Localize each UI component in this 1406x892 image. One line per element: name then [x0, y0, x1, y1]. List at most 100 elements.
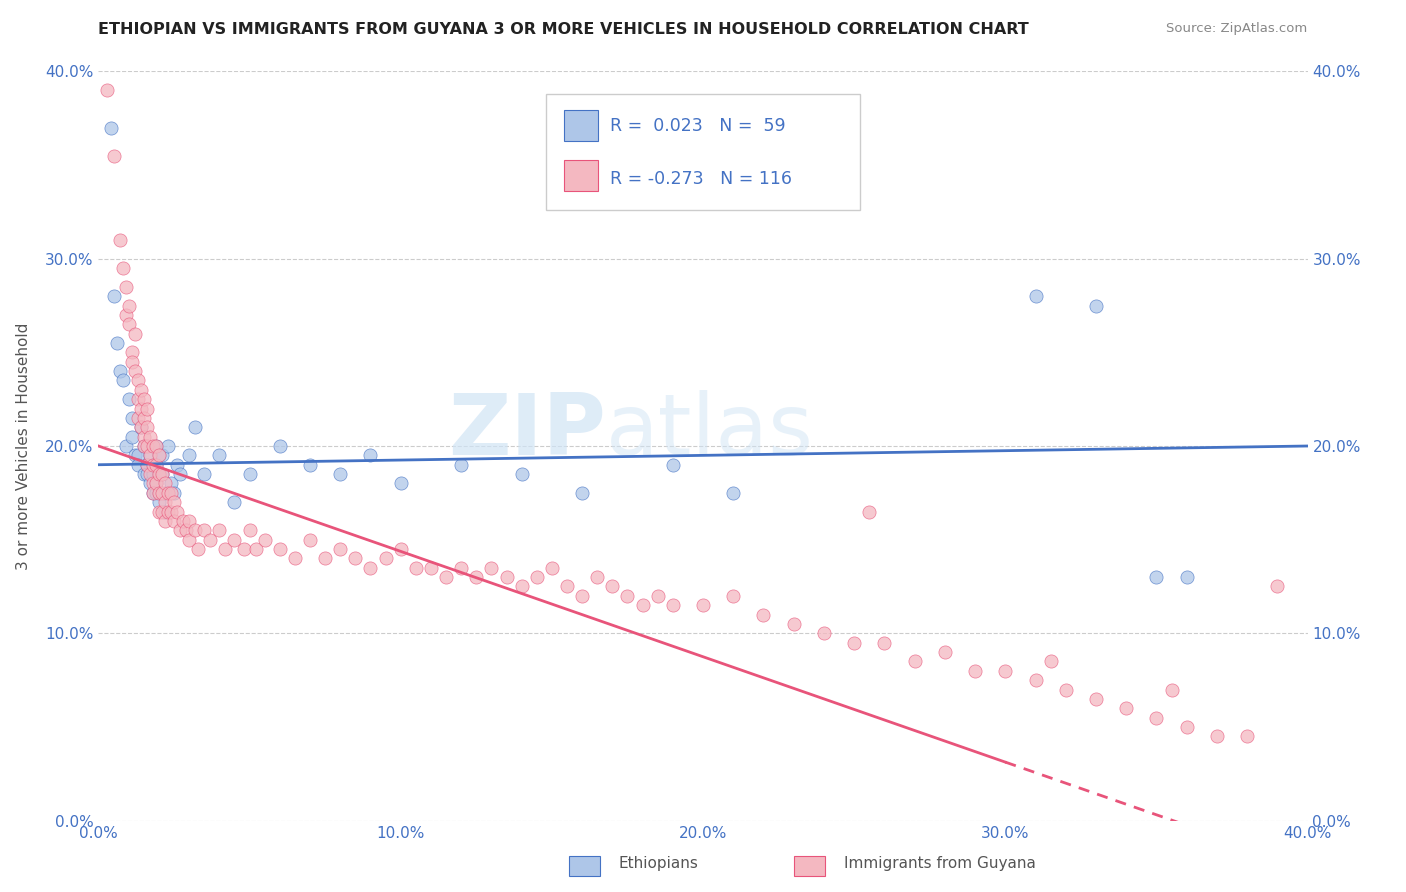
Text: Ethiopians: Ethiopians — [619, 856, 699, 871]
Point — [135, 439, 157, 453]
Point — [132, 392, 155, 407]
Point — [127, 374, 149, 388]
Point — [114, 280, 136, 294]
Point — [232, 542, 254, 557]
Point — [314, 551, 336, 566]
Point — [631, 599, 654, 613]
Point — [374, 551, 396, 566]
Point — [284, 551, 307, 566]
Point — [844, 635, 866, 649]
Point — [253, 533, 276, 547]
Text: Source: ZipAtlas.com: Source: ZipAtlas.com — [1167, 22, 1308, 36]
Point — [389, 542, 412, 557]
Point — [135, 467, 157, 482]
Point — [1175, 720, 1198, 734]
Point — [145, 439, 167, 453]
Point — [100, 120, 122, 135]
Point — [510, 580, 533, 594]
Point — [160, 476, 183, 491]
Point — [142, 476, 165, 491]
Text: R = -0.273   N = 116: R = -0.273 N = 116 — [610, 169, 792, 187]
Point — [1085, 298, 1108, 313]
Point — [239, 467, 262, 482]
Point — [148, 486, 170, 500]
Point — [813, 626, 835, 640]
Point — [208, 449, 231, 463]
Point — [103, 149, 125, 163]
Point — [127, 458, 149, 472]
Point — [153, 514, 176, 528]
Point — [153, 486, 176, 500]
Point — [329, 542, 352, 557]
Point — [135, 420, 157, 434]
Point — [118, 298, 141, 313]
Point — [481, 561, 503, 575]
Point — [858, 505, 880, 519]
Point — [121, 345, 143, 359]
Point — [148, 467, 170, 482]
Point — [127, 411, 149, 425]
Point — [142, 458, 165, 472]
Point — [166, 458, 188, 472]
Point — [1039, 655, 1062, 669]
Point — [132, 430, 155, 444]
Point — [1236, 730, 1258, 744]
Point — [142, 458, 165, 472]
Point — [163, 514, 186, 528]
Point — [148, 505, 170, 519]
Point — [166, 505, 188, 519]
Point — [179, 449, 201, 463]
Point — [142, 467, 165, 482]
Point — [163, 486, 186, 500]
Point — [148, 467, 170, 482]
Point — [156, 486, 179, 500]
Point — [465, 570, 488, 584]
Point — [208, 524, 231, 538]
Point — [224, 495, 246, 509]
Point — [184, 524, 207, 538]
Point — [114, 439, 136, 453]
Point — [121, 411, 143, 425]
Point — [450, 458, 472, 472]
Point — [360, 561, 382, 575]
Point — [139, 430, 162, 444]
Point — [661, 599, 683, 613]
Point — [934, 645, 956, 659]
Point — [179, 533, 201, 547]
Point — [169, 467, 191, 482]
Point — [360, 449, 382, 463]
Point — [571, 589, 593, 603]
Point — [121, 355, 143, 369]
Point — [132, 411, 155, 425]
Point — [647, 589, 669, 603]
Point — [193, 467, 215, 482]
Point — [723, 486, 745, 500]
Point — [118, 318, 141, 332]
Point — [1144, 570, 1167, 584]
Point — [121, 430, 143, 444]
Text: ETHIOPIAN VS IMMIGRANTS FROM GUYANA 3 OR MORE VEHICLES IN HOUSEHOLD CORRELATION : ETHIOPIAN VS IMMIGRANTS FROM GUYANA 3 OR… — [98, 22, 1029, 37]
Point — [1206, 730, 1229, 744]
Point — [540, 561, 562, 575]
Point — [1267, 580, 1289, 594]
Point — [160, 486, 183, 500]
Point — [616, 589, 638, 603]
Point — [153, 476, 176, 491]
Point — [145, 458, 167, 472]
Point — [148, 495, 170, 509]
Point — [124, 449, 146, 463]
Point — [139, 467, 162, 482]
Point — [127, 392, 149, 407]
Point — [450, 561, 472, 575]
Point — [105, 336, 128, 351]
Point — [555, 580, 578, 594]
FancyBboxPatch shape — [546, 94, 860, 210]
Point — [145, 439, 167, 453]
Point — [434, 570, 457, 584]
Text: atlas: atlas — [606, 390, 814, 473]
Point — [142, 439, 165, 453]
Point — [1144, 710, 1167, 724]
Point — [148, 486, 170, 500]
Point — [269, 542, 291, 557]
Point — [145, 476, 167, 491]
